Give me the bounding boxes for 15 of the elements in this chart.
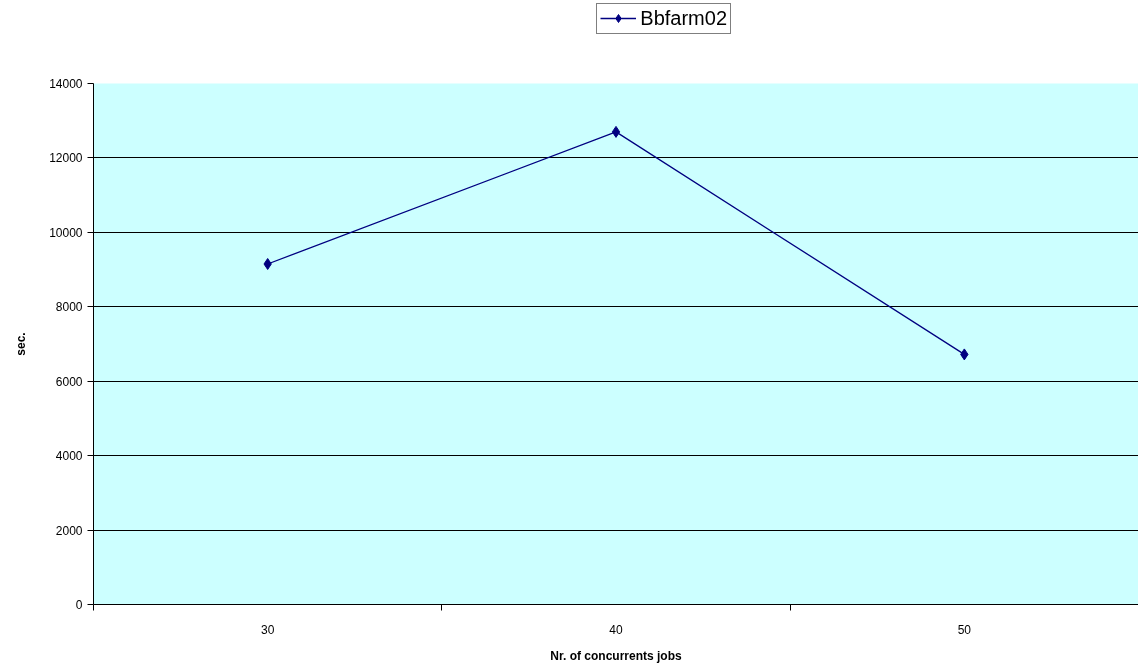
legend-label: Bbfarm02: [640, 6, 728, 30]
y-axis-title: sec.: [14, 332, 29, 356]
y-tick-label: 14000: [49, 77, 83, 91]
y-tick-label: 8000: [55, 300, 83, 315]
y-tick-label: 12000: [49, 151, 83, 166]
x-axis-title: Nr. of concurrents jobs: [550, 648, 682, 663]
x-tick-label: 30: [260, 622, 275, 637]
y-tick-label: 4000: [55, 449, 83, 464]
y-tick-label: 10000: [49, 225, 83, 240]
x-tick-label: 40: [609, 622, 623, 637]
x-tick-label: 50: [957, 622, 972, 637]
y-tick-label: 2000: [55, 523, 83, 538]
y-tick-label: 6000: [55, 374, 83, 389]
y-tick-label: 0: [75, 598, 83, 612]
point: [611, 125, 621, 138]
